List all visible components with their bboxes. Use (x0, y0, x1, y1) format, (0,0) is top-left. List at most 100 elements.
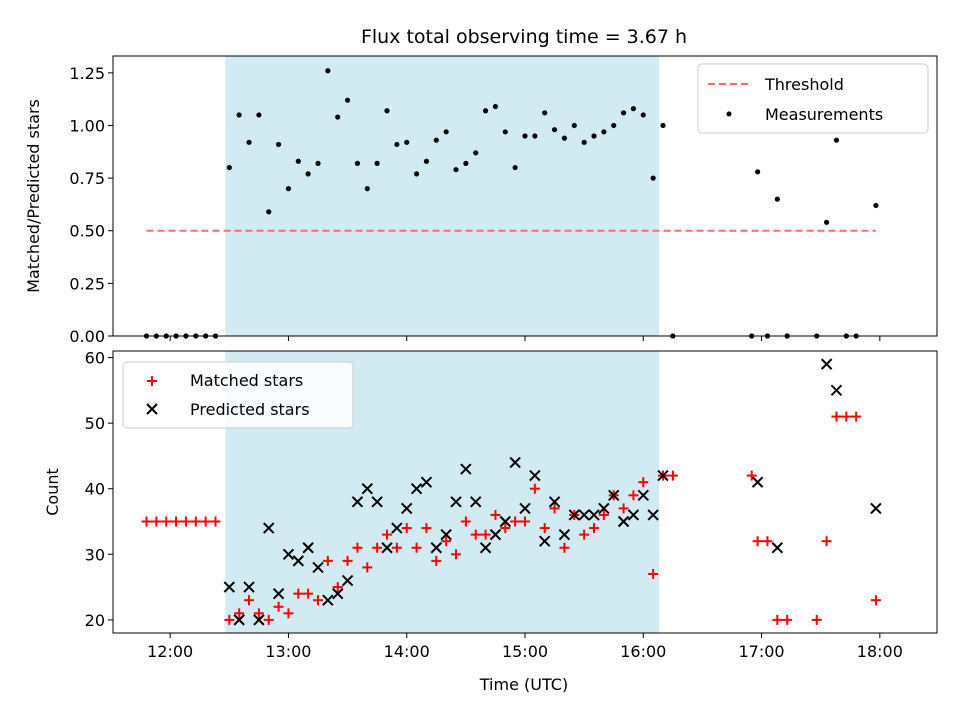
matched-star-point (161, 516, 172, 527)
predicted-star-point (312, 561, 324, 574)
measurement-point (226, 164, 232, 171)
y-tick-label: 50 (85, 414, 105, 433)
predicted-star-point (771, 542, 784, 554)
measurement-point (620, 110, 627, 116)
measurement-point (305, 171, 311, 177)
x-tick-label: 16:00 (620, 642, 666, 661)
matched-star-point (667, 470, 678, 481)
matched-star-point (618, 503, 629, 514)
matched-star-point (762, 536, 773, 547)
measurement-point (660, 122, 666, 129)
x-tick-label: 14:00 (384, 642, 430, 661)
matched-star-point (480, 529, 491, 540)
matched-star-point (752, 536, 763, 547)
chart-title: Flux total observing time = 3.67 h (361, 26, 687, 48)
predicted-star-point (302, 542, 314, 554)
predicted-star-point (440, 528, 452, 541)
x-tick-label: 12:00 (147, 642, 193, 661)
matched-star-point (851, 411, 862, 422)
matched-star-point (421, 523, 432, 534)
matched-star-point (579, 529, 590, 540)
predicted-star-point (292, 555, 305, 567)
matched-star-point (549, 503, 560, 514)
predicted-star-point (410, 483, 423, 495)
matched-star-point (648, 568, 659, 579)
measurement-point (394, 141, 400, 148)
matched-star-point (510, 516, 521, 527)
matched-star-point (200, 516, 211, 527)
predicted-star-point (617, 515, 630, 528)
predicted-star-point (499, 515, 511, 528)
matched-star-point (141, 516, 152, 527)
matched-star-point (598, 509, 609, 520)
matched-star-point (342, 555, 353, 566)
matched-star-point (234, 608, 245, 619)
predicted-star-point (253, 614, 265, 626)
x-tick-label: 17:00 (739, 642, 785, 661)
matched-star-point (831, 411, 842, 422)
matched-star-point (401, 523, 412, 534)
matched-star-point (303, 588, 314, 599)
measurement-point (433, 137, 439, 143)
measurement-point (755, 169, 761, 175)
x-tick-label: 13:00 (265, 642, 311, 661)
predicted-star-point (282, 548, 295, 561)
predicted-star-point (351, 496, 364, 508)
matched-star-point (382, 529, 393, 540)
matched-star-point (470, 529, 481, 540)
measurement-point (266, 209, 272, 215)
predicted-star-point (830, 384, 843, 397)
predicted-star-point (263, 522, 275, 534)
measurement-point (463, 160, 469, 166)
matched-star-point (431, 555, 442, 566)
measurement-point (344, 97, 351, 103)
legend-predicted-swatch (146, 403, 158, 415)
y-tick-label: 60 (85, 349, 105, 368)
bottom-legend: Matched stars Predicted stars (122, 361, 354, 429)
predicted-star-point (460, 463, 472, 475)
measurement-point (601, 129, 607, 135)
measurement-point (532, 133, 538, 139)
matched-star-point (559, 542, 570, 553)
predicted-star-point (539, 535, 551, 547)
bottom-panel: 20 30 40 50 60 12:00 13:00 14:00 15:00 16:00 17:0… (43, 349, 938, 694)
measurement-point (246, 139, 252, 145)
y-tick-label: 30 (85, 545, 105, 564)
predicted-star-point (529, 469, 541, 482)
y-tick-label: 0.00 (69, 327, 105, 346)
measurement-point (512, 164, 518, 171)
legend-matched-label: Matched stars (190, 371, 303, 390)
matched-star-point (782, 614, 793, 625)
predicted-star-point (627, 509, 640, 521)
predicted-star-point (489, 528, 502, 541)
measurement-point (640, 112, 646, 118)
matched-star-point (362, 562, 373, 573)
matched-star-point (180, 516, 191, 527)
predicted-star-point (598, 502, 610, 515)
measurement-point (611, 122, 617, 129)
measurement-point (275, 141, 282, 148)
measurement-point (335, 114, 341, 120)
legend-predicted-label: Predicted stars (190, 400, 310, 419)
matched-star-point (638, 477, 649, 488)
matched-star-point (210, 516, 221, 527)
measurement-point (873, 202, 879, 209)
predicted-star-point (470, 496, 482, 508)
predicted-star-point (519, 502, 531, 515)
measurement-point (256, 112, 262, 118)
x-tick-label: 18:00 (857, 642, 903, 661)
matched-star-point (870, 595, 881, 606)
measurement-point (384, 108, 390, 114)
measurement-point (522, 133, 528, 139)
y-tick-label: 0.25 (69, 274, 105, 293)
matched-star-point (539, 523, 550, 534)
measurement-point (374, 160, 380, 166)
measurement-point (774, 196, 780, 202)
matched-star-point (190, 516, 201, 527)
matched-star-point (352, 542, 363, 553)
matched-star-point (332, 582, 343, 593)
matched-star-point (460, 516, 471, 527)
measurement-point (315, 160, 321, 166)
predicted-star-point (272, 587, 285, 600)
